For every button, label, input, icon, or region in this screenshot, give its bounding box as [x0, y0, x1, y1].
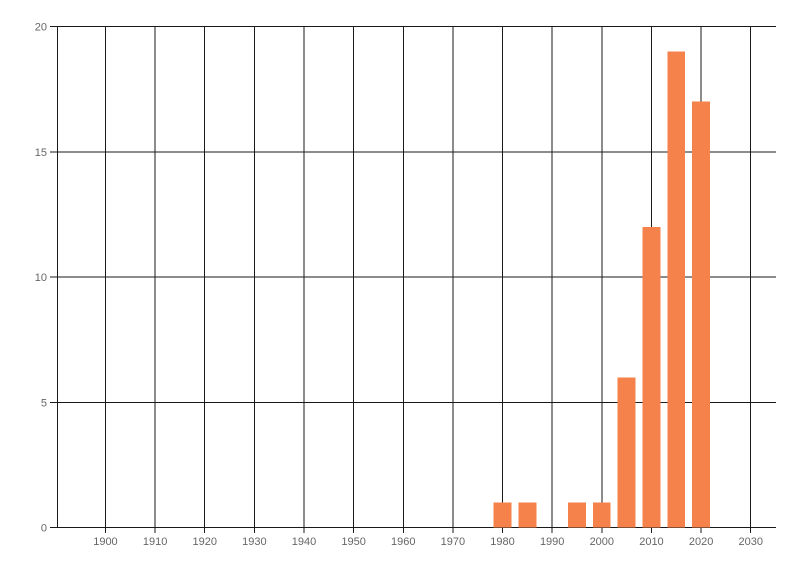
- svg-text:0: 0: [41, 523, 47, 535]
- svg-text:2000: 2000: [590, 536, 614, 548]
- svg-text:1990: 1990: [540, 536, 564, 548]
- svg-text:2020: 2020: [689, 536, 713, 548]
- svg-text:20: 20: [35, 21, 47, 33]
- svg-text:2030: 2030: [738, 536, 762, 548]
- svg-text:1910: 1910: [143, 536, 167, 548]
- svg-text:1920: 1920: [192, 536, 216, 548]
- svg-text:10: 10: [35, 272, 47, 284]
- svg-text:1960: 1960: [391, 536, 415, 548]
- svg-text:1900: 1900: [93, 536, 117, 548]
- svg-text:1940: 1940: [292, 536, 316, 548]
- svg-text:1980: 1980: [490, 536, 514, 548]
- svg-text:1970: 1970: [441, 536, 465, 548]
- svg-text:5: 5: [41, 397, 47, 409]
- svg-text:1930: 1930: [242, 536, 266, 548]
- svg-text:1950: 1950: [341, 536, 365, 548]
- svg-text:15: 15: [35, 147, 47, 159]
- svg-text:2010: 2010: [639, 536, 663, 548]
